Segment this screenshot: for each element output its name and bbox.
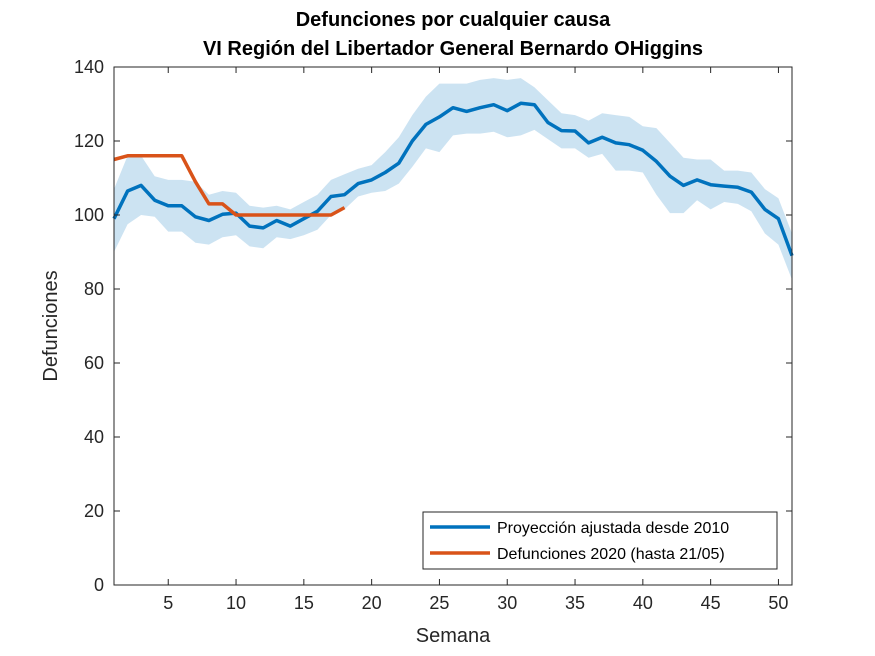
y-tick-label: 140 bbox=[74, 57, 104, 77]
chart-title-line-2: VI Región del Libertador General Bernard… bbox=[203, 38, 703, 60]
x-tick-label: 30 bbox=[497, 593, 517, 613]
series-line-layer bbox=[112, 101, 794, 257]
y-tick-label: 40 bbox=[84, 427, 104, 447]
series-band-proyeccion bbox=[114, 78, 792, 280]
x-tick-label: 45 bbox=[701, 593, 721, 613]
x-tick-label: 50 bbox=[768, 593, 788, 613]
y-tick-label: 0 bbox=[94, 575, 104, 595]
x-tick-label: 15 bbox=[294, 593, 314, 613]
x-tick-label: 10 bbox=[226, 593, 246, 613]
series-line-defunciones-2020 bbox=[113, 154, 346, 217]
y-axis-label: Defunciones bbox=[40, 270, 62, 381]
legend-label-proyeccion: Proyección ajustada desde 2010 bbox=[497, 520, 729, 537]
x-tick-label: 40 bbox=[633, 593, 653, 613]
y-tick-label: 100 bbox=[74, 205, 104, 225]
y-tick-label: 60 bbox=[84, 353, 104, 373]
x-tick-label: 20 bbox=[362, 593, 382, 613]
legend: Proyección ajustada desde 2010 Defuncion… bbox=[422, 511, 778, 570]
x-tick-label: 25 bbox=[429, 593, 449, 613]
tick-layer: 5 10 15 20 25 30 35 40 45 50 0 20 40 60 80 100 120 140 bbox=[74, 57, 792, 613]
chart-title-line-1: Defunciones por cualquier causa bbox=[296, 9, 611, 31]
legend-label-defunciones-2020: Defunciones 2020 (hasta 21/05) bbox=[497, 546, 725, 563]
y-tick-label: 80 bbox=[84, 279, 104, 299]
x-tick-label: 5 bbox=[163, 593, 173, 613]
legend-box bbox=[422, 511, 778, 570]
plot-background bbox=[114, 67, 792, 585]
y-tick-label: 120 bbox=[74, 131, 104, 151]
confidence-band-layer bbox=[114, 78, 792, 280]
plot-frame bbox=[113, 66, 793, 586]
y-tick-label: 20 bbox=[84, 501, 104, 521]
x-tick-label: 35 bbox=[565, 593, 585, 613]
plot-area: 5 10 15 20 25 30 35 40 45 50 0 20 40 60 80 100 120 140 bbox=[74, 57, 794, 613]
series-line-proyeccion bbox=[112, 101, 794, 257]
x-axis-label: Semana bbox=[416, 625, 491, 647]
